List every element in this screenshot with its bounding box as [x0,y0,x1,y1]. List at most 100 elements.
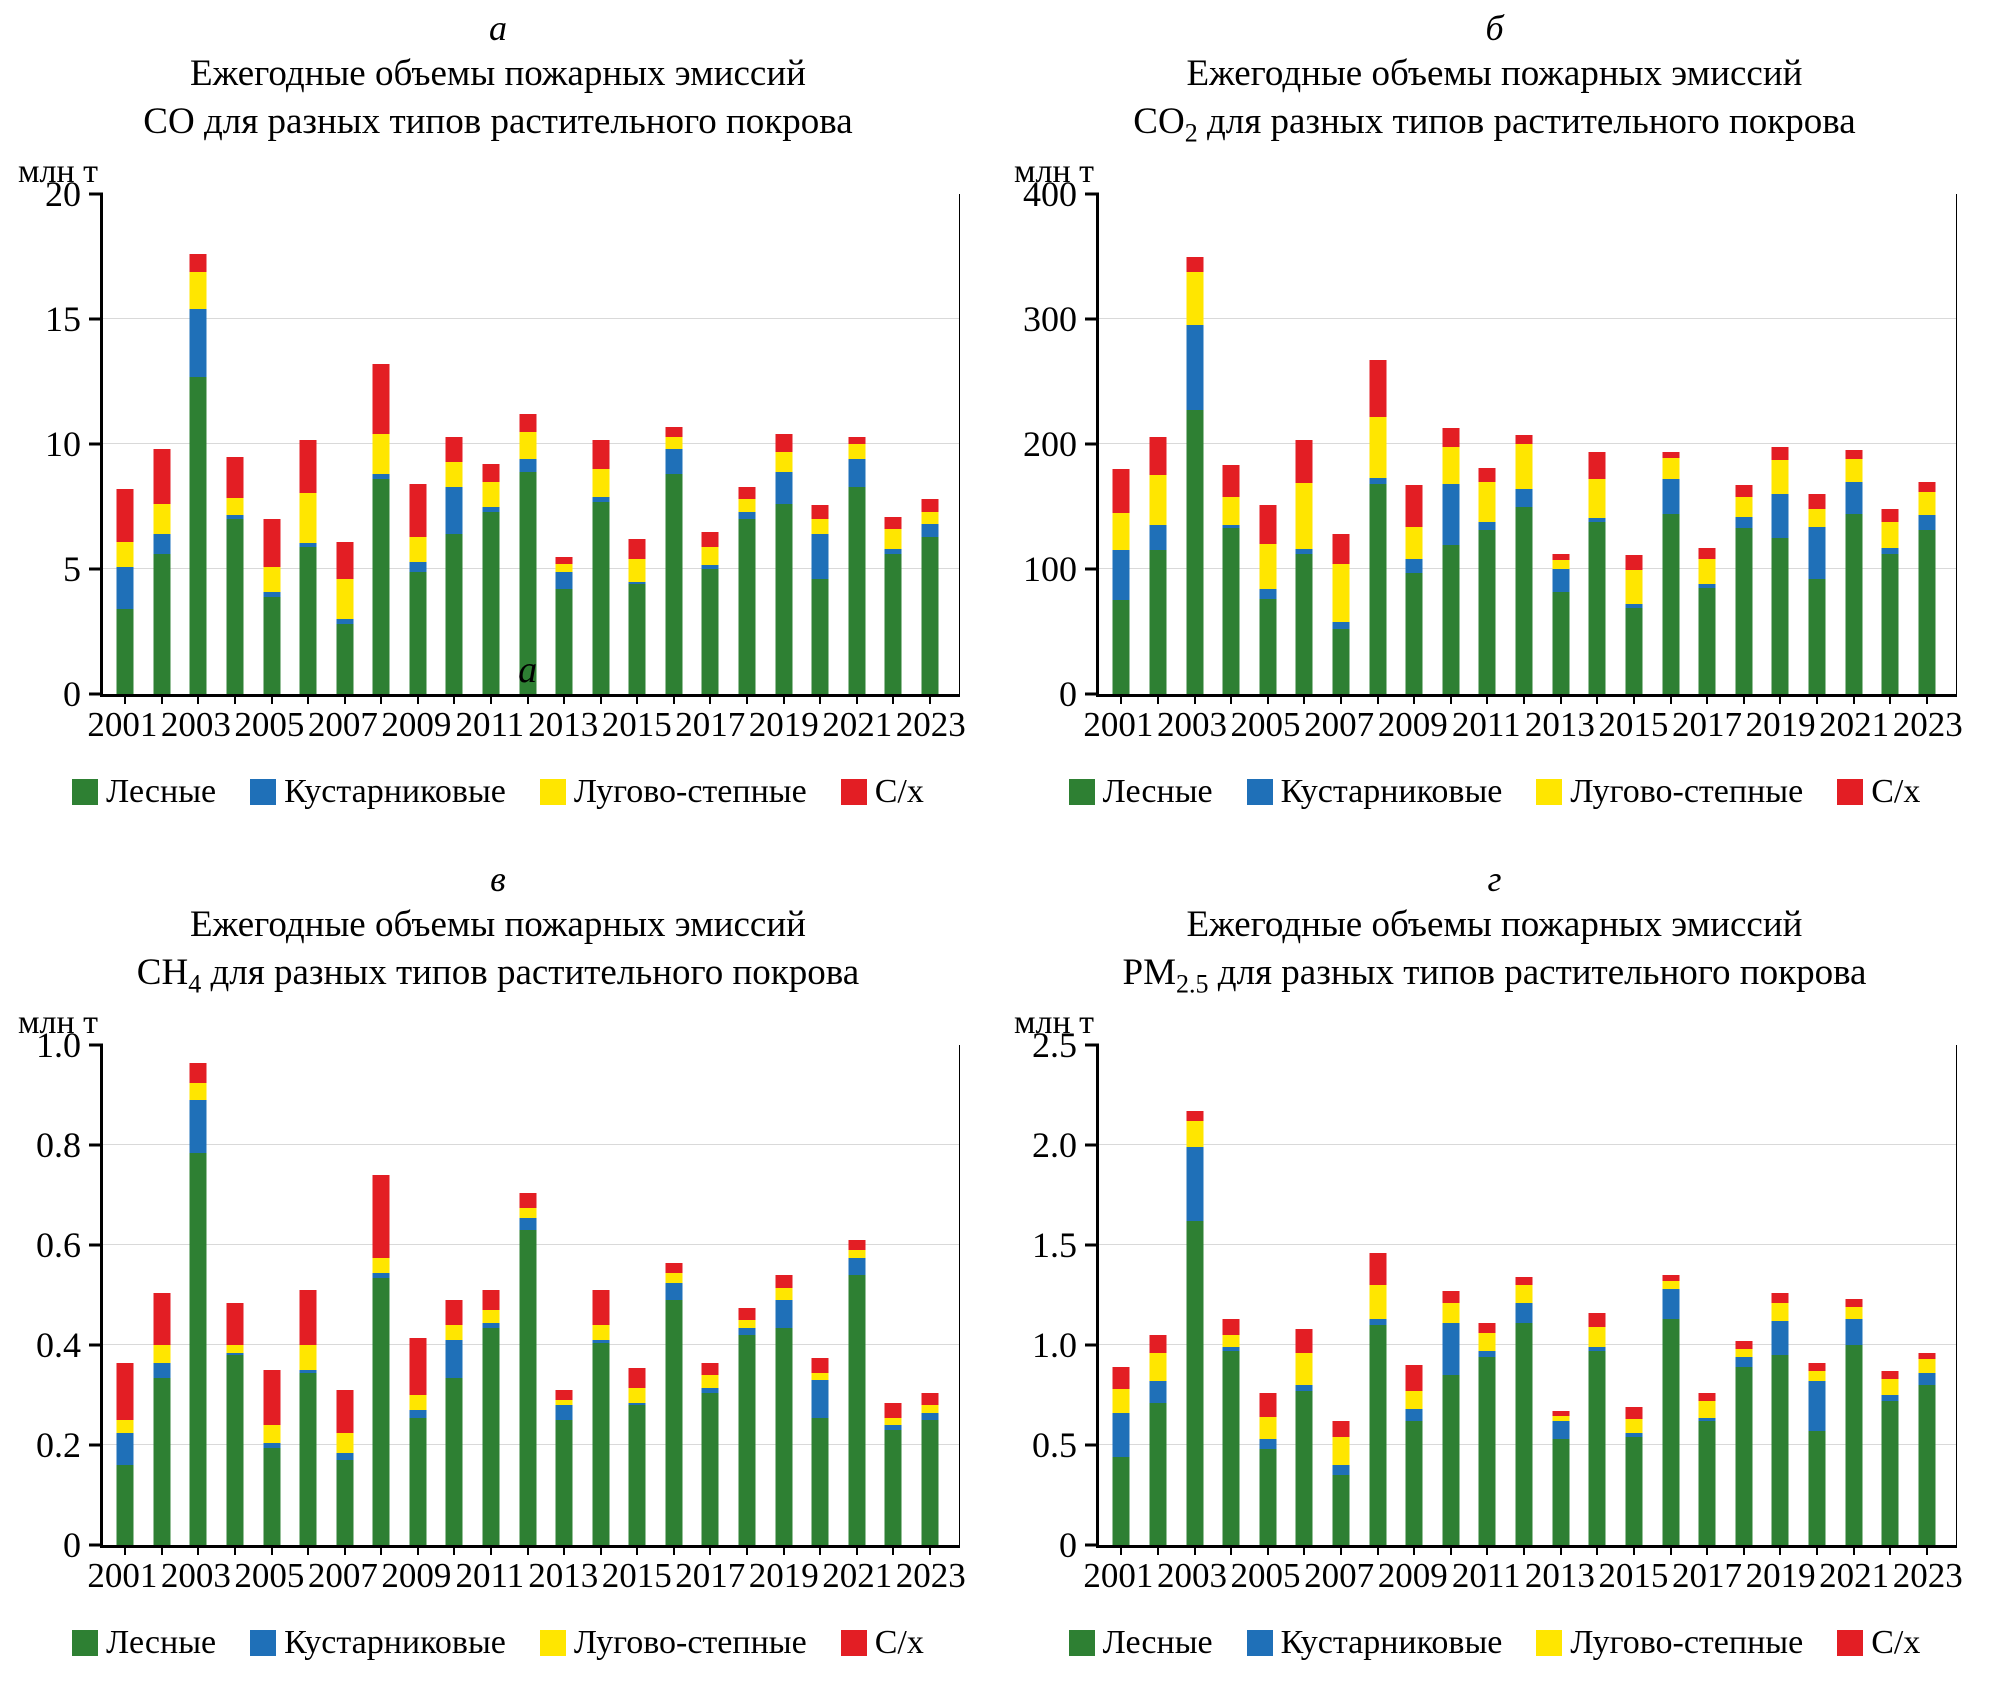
bar-segment [336,624,354,694]
bar-2023 [1918,1045,1936,1545]
bar-segment [1662,514,1680,694]
bar-segment [1845,1345,1863,1545]
bar-segment [665,449,683,474]
bar-segment [1149,475,1167,526]
bar-segment [848,1250,866,1258]
y-axis-tick-label: 300 [1023,299,1077,339]
x-axis-tick [1486,1545,1489,1555]
bar-2011 [482,194,500,694]
bar-segment [665,1300,683,1545]
bar-segment [1735,1357,1753,1367]
bar-segment [628,1387,646,1403]
bar-segment [1918,1385,1936,1545]
x-axis-year-label: 2023 [1892,1556,1963,1595]
legend-b: Лесные Кустарниковые Лугово-степные С/х [996,761,1993,823]
bar-segment [189,1082,207,1100]
bar-segment [1332,1465,1350,1475]
bar-2003 [189,1045,207,1545]
x-axis-tick [1779,694,1782,704]
bar-segment [1771,1293,1789,1303]
y-axis-tick [1085,1543,1099,1547]
bar-segment [775,504,793,694]
bar-segment [1515,435,1533,444]
x-axis-tick [233,1545,236,1555]
bar-segment [665,1272,683,1283]
y-axis-tick-label: 2.0 [1032,1125,1077,1165]
bar-segment [1698,559,1716,584]
x-axis-tick [782,694,785,704]
bar-2007 [336,194,354,694]
bar-2021 [1845,194,1863,694]
y-axis-tick [1085,1443,1099,1447]
bar-segment [263,1447,281,1545]
bar-segment [1588,451,1606,479]
bar-segment [482,511,500,694]
bar-segment [116,1420,134,1433]
bar-segment [1698,1421,1716,1545]
bar-segment [409,484,427,537]
x-axis-tick [1742,694,1745,704]
chart-title-line1: Ежегодные объемы пожарных эмиссий [190,53,806,94]
bar-2011 [1478,1045,1496,1545]
bar-segment [1369,484,1387,694]
bar-2005 [263,194,281,694]
bar-segment [116,566,134,609]
bar-2016 [1662,1045,1680,1545]
bar-2012 [1515,1045,1533,1545]
bar-2021 [848,194,866,694]
bar-segment [555,1420,573,1545]
bar-2020 [1808,194,1826,694]
legend-item: С/х [840,1624,924,1662]
bar-2021 [848,1045,866,1545]
x-axis-year-label: 2011 [1451,1556,1521,1595]
bar-segment [848,486,866,694]
bar-segment [1442,427,1460,447]
x-axis-tick [1742,1545,1745,1555]
bar-segment [884,529,902,549]
bar-segment [555,589,573,694]
legend-item: Лугово-степные [539,1624,807,1662]
bar-2002 [1149,1045,1167,1545]
x-axis-tick [1266,694,1269,704]
y-axis-tick [1085,567,1099,571]
x-axis-tick [746,1545,749,1555]
x-axis-tick [1339,694,1342,704]
legend-item: С/х [1837,773,1920,811]
bar-segment [189,271,207,309]
bar-segment [1405,1391,1423,1409]
bar-segment [153,554,171,694]
bar-segment [153,1362,171,1378]
bar-segment [1552,1416,1570,1421]
bar-segment [811,505,829,519]
bar-segment [921,524,939,537]
x-axis-tick [1816,694,1818,704]
plot-area-g: 0 0.5 1.0 1.5 2.0 2.5 [1032,1027,1957,1563]
x-axis-tick [233,694,236,704]
bar-segment [1698,547,1716,559]
y-axis-tick-label: 0.6 [36,1225,81,1265]
panel-letter-b: б [1485,8,1504,48]
x-axis-tick [343,694,346,704]
bar-segment [1698,1393,1716,1401]
bar-segment [738,1320,756,1328]
x-axis-tick [1523,1545,1526,1555]
y-axis-tick-label: 0.8 [36,1125,81,1165]
bar-segment [665,1282,683,1300]
x-axis-year-label: 2023 [895,1556,966,1595]
chart-panel-b: б Ежегодные объемы пожарных эмиссий CO2 … [996,0,1993,851]
bar-segment [1845,1299,1863,1307]
bar-segment [884,1430,902,1545]
bar-segment [1149,550,1167,694]
y-axis-tick-label: 10 [45,424,81,464]
bar-2002 [153,194,171,694]
bar-segment [1588,1347,1606,1351]
x-axis-tick [380,1545,383,1555]
bar-2006 [1295,194,1313,694]
bar-segment [153,1292,171,1345]
x-axis-tick [672,694,675,704]
bar-segment [1552,1421,1570,1439]
bar-segment [1552,591,1570,694]
bar-2008 [372,1045,390,1545]
bar-segment [848,1240,866,1250]
bar-segment [372,1277,390,1545]
